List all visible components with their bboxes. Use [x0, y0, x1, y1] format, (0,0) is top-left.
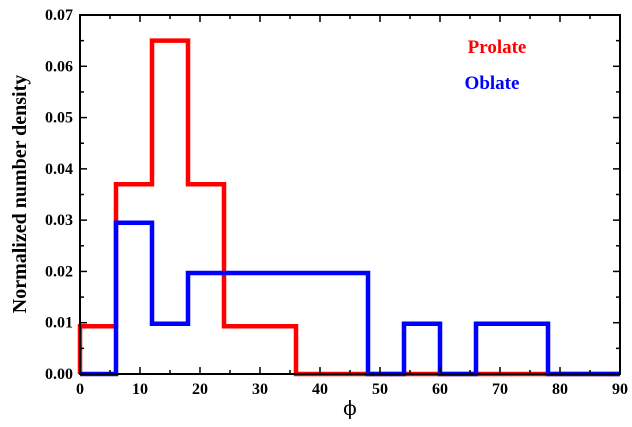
x-tick-label: 80	[552, 381, 568, 398]
legend: Prolate Oblate	[465, 37, 527, 94]
legend-label-oblate: Oblate	[465, 73, 520, 94]
y-tick-label: 0.06	[45, 58, 73, 75]
y-tick-label: 0.01	[45, 315, 73, 332]
plot-frame	[79, 14, 621, 375]
x-tick-label: 10	[132, 381, 148, 398]
y-tick-label: 0.07	[45, 7, 73, 24]
tick-labels-layer: 0 10 20 30 40 50 60 70 80 90 0.00 0.01 0.02 0.03 0.04 0…	[45, 7, 628, 398]
x-tick-label: 50	[372, 381, 388, 398]
series-line-oblate	[80, 220, 620, 377]
x-tick-label: 40	[312, 381, 328, 398]
ticks-layer	[79, 14, 621, 375]
y-tick-label: 0.03	[45, 212, 73, 229]
x-tick-label: 0	[76, 381, 84, 398]
x-tick-label: 70	[492, 381, 508, 398]
x-tick-label: 20	[192, 381, 208, 398]
x-tick-label: 90	[612, 381, 628, 398]
x-tick-label: 30	[252, 381, 268, 398]
series-layer	[77, 38, 620, 377]
y-axis-label: Normalized number density	[9, 75, 31, 314]
y-tick-label: 0.00	[45, 366, 73, 383]
y-tick-label: 0.04	[45, 161, 73, 178]
y-tick-label: 0.02	[45, 263, 73, 280]
y-tick-label: 0.05	[45, 110, 73, 127]
legend-label-prolate: Prolate	[468, 37, 527, 58]
x-tick-label: 60	[432, 381, 448, 398]
x-axis-label: ϕ	[343, 396, 357, 420]
